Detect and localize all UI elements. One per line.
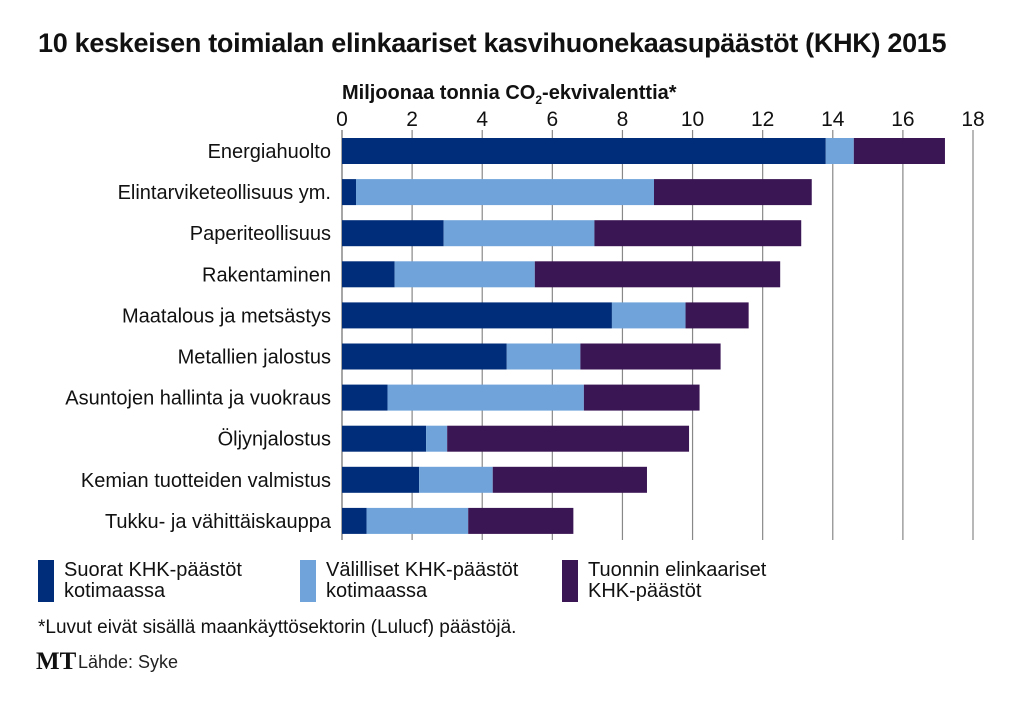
bar-segment xyxy=(583,384,700,411)
bar-segment xyxy=(342,343,507,370)
axis-label: Miljoonaa tonnia CO2-ekvivalenttia* xyxy=(342,82,677,107)
bar-segment xyxy=(580,343,721,370)
bar-segment xyxy=(447,425,690,452)
legend-label: Suorat KHK-päästöt xyxy=(64,559,242,581)
x-tick-label: 8 xyxy=(617,108,629,131)
x-tick-label: 0 xyxy=(336,108,348,131)
bar-segment xyxy=(426,425,448,452)
bar-segment xyxy=(853,138,945,164)
bar-segment xyxy=(366,507,469,534)
bar-segment xyxy=(342,507,367,534)
category-label: Asuntojen hallinta ja vuokraus xyxy=(65,388,331,410)
category-label: Elintarviketeollisuus ym. xyxy=(118,182,331,204)
bar-segment xyxy=(342,302,612,329)
bar-segment xyxy=(653,179,812,206)
legend-label: Tuonnin elinkaariset xyxy=(588,559,767,581)
category-label: Öljynjalostus xyxy=(218,429,331,451)
legend-item-indirect: Välilliset KHK-päästöt kotimaassa xyxy=(300,560,518,602)
bar-segment xyxy=(825,138,854,164)
chart-title: 10 keskeisen toimialan elinkaariset kasv… xyxy=(38,28,947,58)
bar-segment xyxy=(534,261,781,288)
bar-segment xyxy=(342,179,357,206)
bar-segment xyxy=(342,138,826,164)
x-tick-label: 4 xyxy=(476,108,488,131)
category-label: Metallien jalostus xyxy=(178,347,331,369)
axis-label-tail: -ekvivalenttia* xyxy=(542,82,677,104)
legend-swatch xyxy=(562,560,578,602)
category-label: Energiahuolto xyxy=(208,141,331,163)
bar-segment xyxy=(342,220,444,247)
x-tick-label: 10 xyxy=(681,108,704,131)
axis-label-sub: 2 xyxy=(535,93,543,107)
x-tick-label: 14 xyxy=(821,108,845,131)
bar-segment xyxy=(611,302,686,329)
category-label: Tukku- ja vähittäiskauppa xyxy=(105,511,332,533)
category-label: Maatalous ja metsästys xyxy=(122,305,331,327)
x-tick-label: 18 xyxy=(961,108,984,131)
category-label: Paperiteollisuus xyxy=(190,223,331,245)
legend-label: kotimaassa xyxy=(64,580,166,602)
x-tick-label: 6 xyxy=(546,108,558,131)
bar-segment xyxy=(342,261,395,288)
x-tick-label: 12 xyxy=(751,108,774,131)
bar-segment xyxy=(394,261,535,288)
footnote: *Luvut eivät sisällä maankäyttösektorin … xyxy=(38,617,517,638)
category-label: Rakentaminen xyxy=(202,264,331,286)
bar-segment xyxy=(594,220,802,247)
category-label: Kemian tuotteiden valmistus xyxy=(81,470,331,492)
mt-logo: MT xyxy=(36,648,77,675)
source-text: Lähde: Syke xyxy=(78,652,179,672)
axis-label-main: Miljoonaa tonnia CO xyxy=(342,82,536,104)
x-tick-label: 16 xyxy=(891,108,914,131)
bar-segment xyxy=(342,425,427,452)
legend-swatch xyxy=(300,560,316,602)
bar-segment xyxy=(356,179,654,206)
legend-label: Välilliset KHK-päästöt xyxy=(326,559,519,581)
bar-segment xyxy=(419,466,493,493)
bar-segment xyxy=(492,466,647,493)
legend-label: KHK-päästöt xyxy=(588,580,702,602)
legend-swatch xyxy=(38,560,54,602)
legend-item-direct: Suorat KHK-päästöt kotimaassa xyxy=(38,560,242,602)
bar-segment xyxy=(468,507,574,534)
bar-segment xyxy=(506,343,581,370)
bar-segment xyxy=(342,384,388,411)
legend-item-imports: Tuonnin elinkaariset KHK-päästöt xyxy=(562,560,766,602)
bar-segment xyxy=(387,384,584,411)
x-tick-label: 2 xyxy=(406,108,418,131)
bar-segment xyxy=(342,466,420,493)
bar-segment xyxy=(443,220,595,247)
bar-segment xyxy=(685,302,749,329)
legend-label: kotimaassa xyxy=(326,580,428,602)
